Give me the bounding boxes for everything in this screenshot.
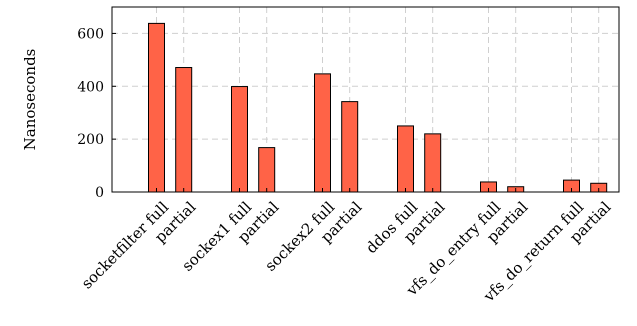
bar xyxy=(231,86,248,193)
bars xyxy=(148,22,608,193)
y-tick-label: 200 xyxy=(77,132,104,148)
y-axis-title: Nanoseconds xyxy=(21,49,39,151)
y-tick-label: 400 xyxy=(77,79,104,95)
plot-frame xyxy=(111,6,620,193)
bar xyxy=(424,133,442,193)
bar xyxy=(258,147,276,193)
y-tick-label: 0 xyxy=(95,185,104,201)
x-category-label: socketfilter full xyxy=(78,198,173,293)
bar xyxy=(341,101,359,193)
y-tick-label: 600 xyxy=(77,26,104,42)
bar xyxy=(397,125,414,193)
y-axis-ticks: 0 200 400 600 xyxy=(77,26,116,201)
bar xyxy=(148,22,165,193)
bar xyxy=(314,73,331,193)
grid-lines xyxy=(112,7,619,193)
bar xyxy=(175,67,193,193)
